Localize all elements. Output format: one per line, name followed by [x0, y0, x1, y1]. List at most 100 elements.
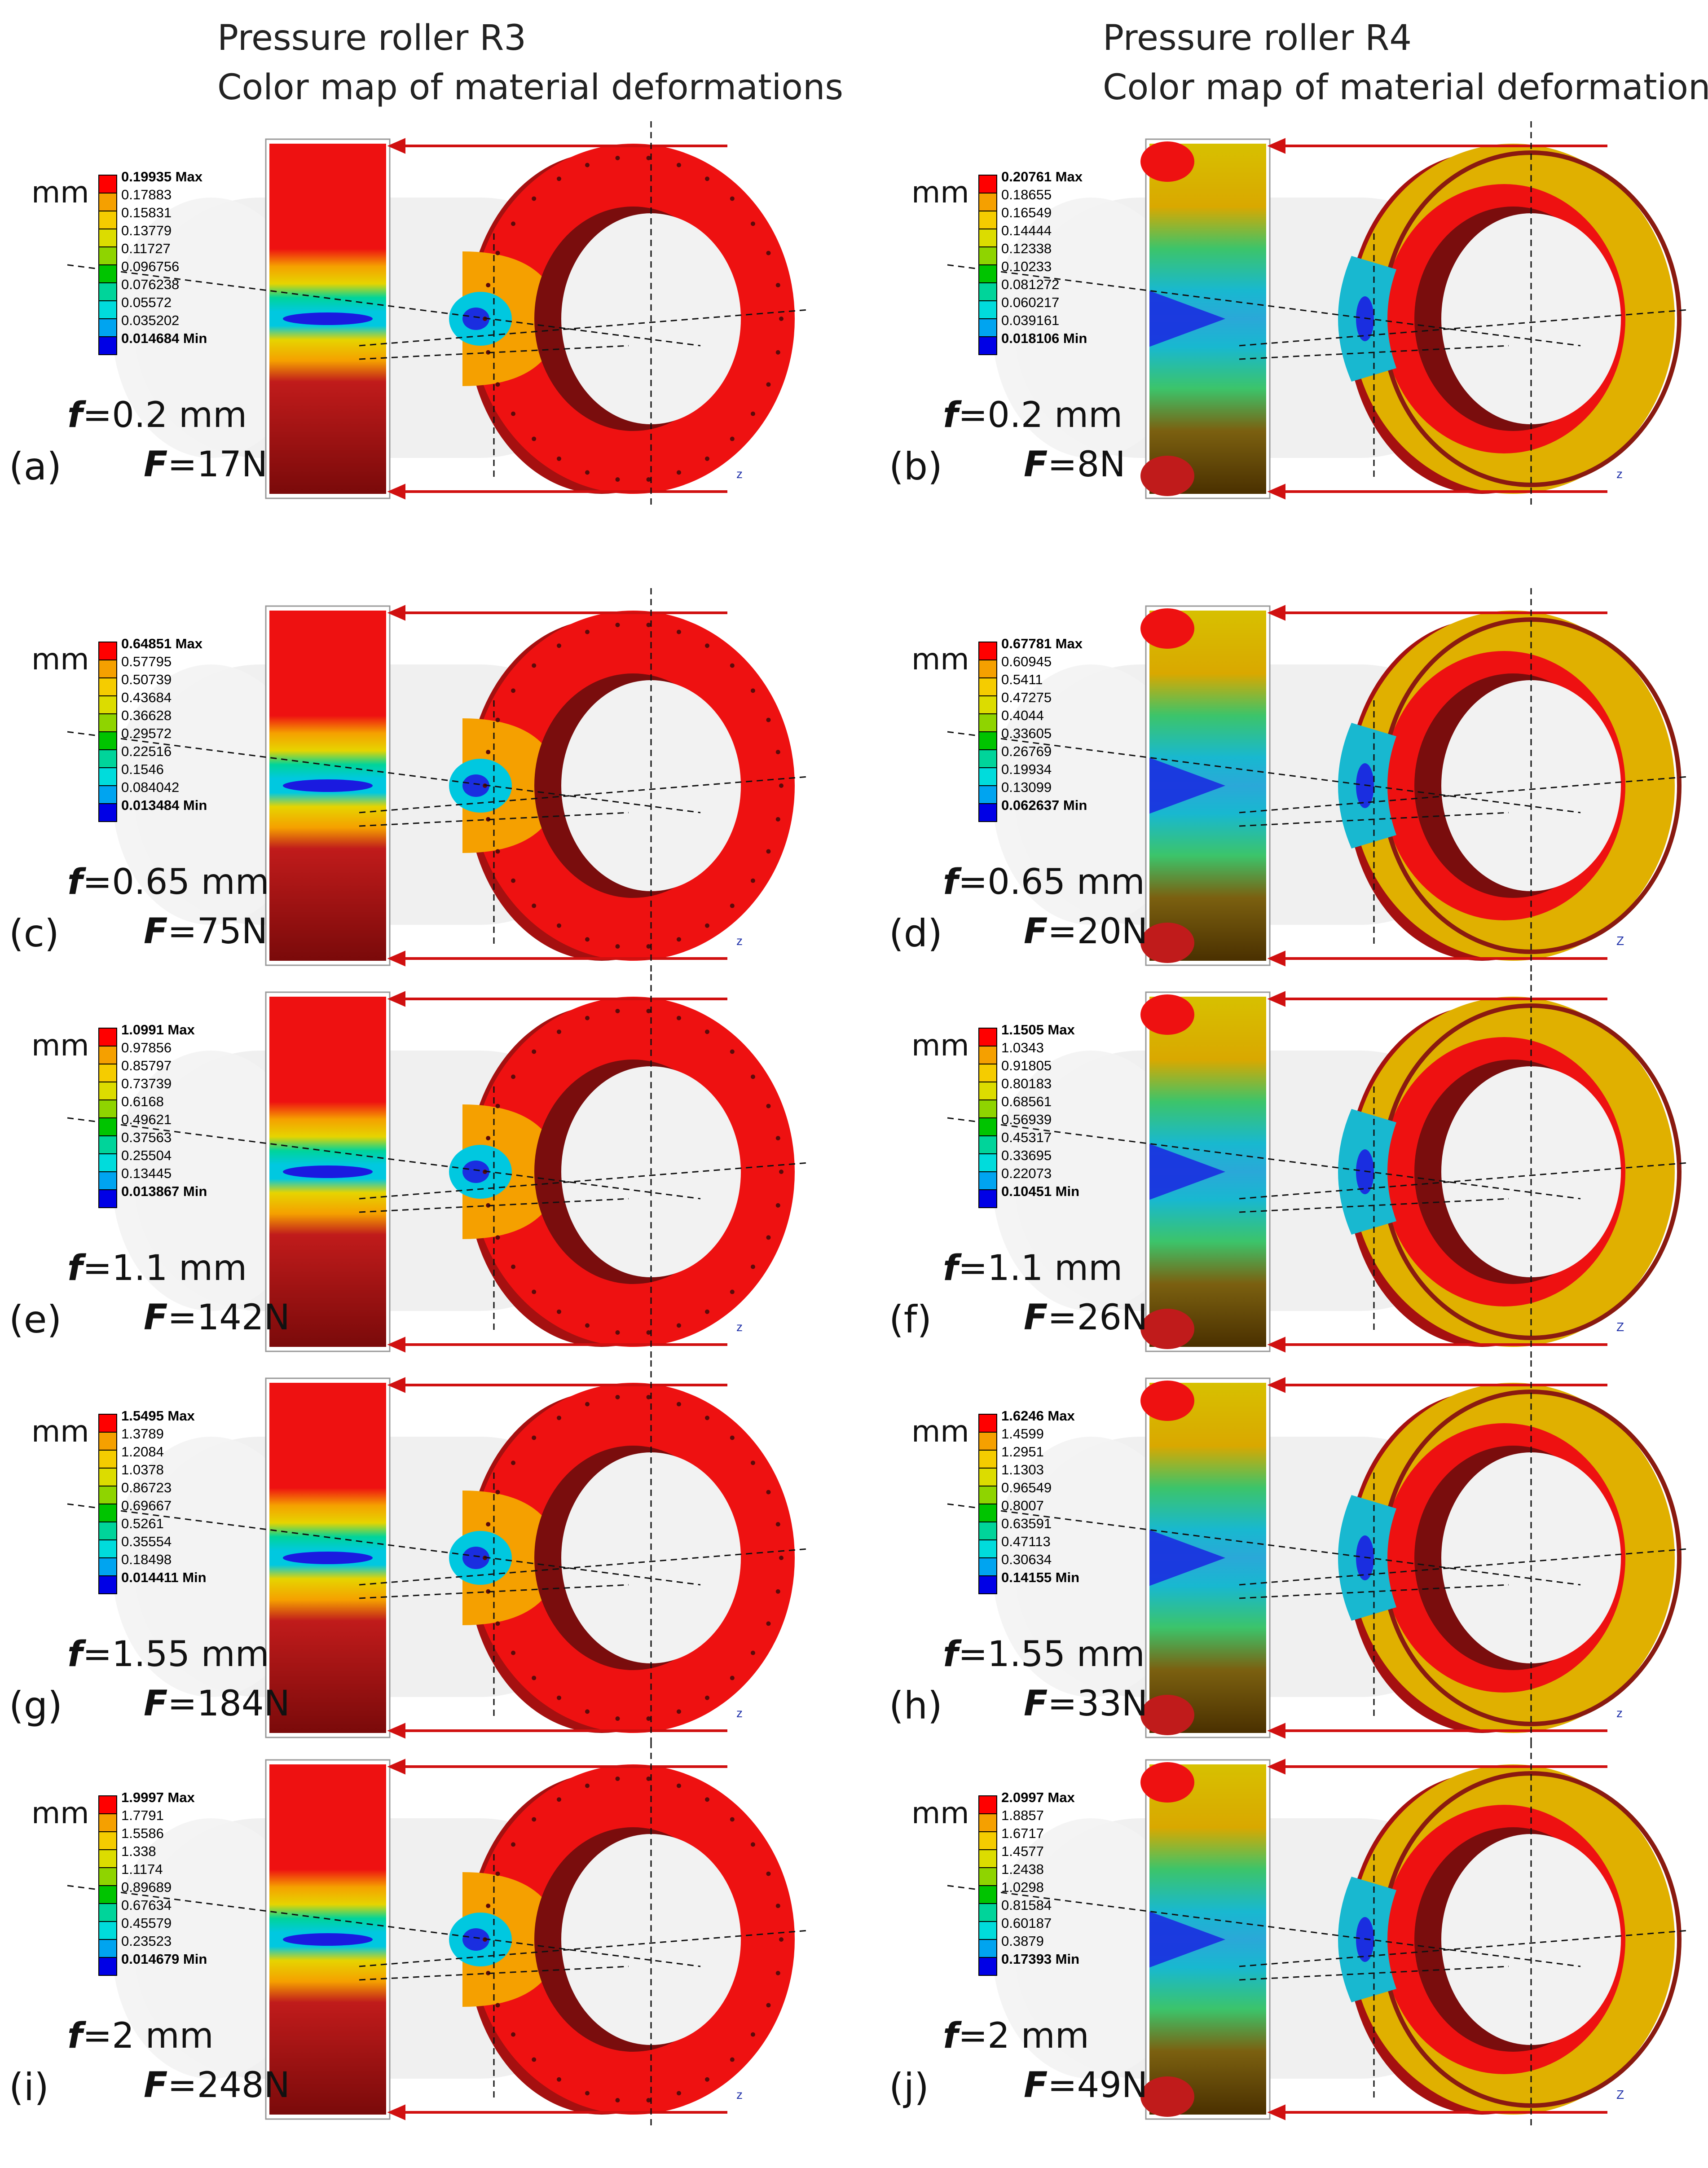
force-symbol: F: [144, 911, 168, 952]
diagonal-axis: [947, 1503, 1581, 1586]
scale-swatch: [978, 1575, 997, 1594]
bolt-hole: [766, 1104, 771, 1108]
horizontal-axis-2: [359, 345, 629, 360]
bolt-hole: [705, 1029, 709, 1034]
bolt-hole: [705, 2077, 709, 2082]
scale-value: 0.60187: [1001, 1915, 1052, 1931]
force-label: F=8N: [1024, 444, 1126, 485]
bolt-hole: [615, 1716, 620, 1721]
scale-value: 0.49621: [121, 1112, 172, 1127]
scale-swatch: [98, 1414, 117, 1433]
bolt-hole: [750, 1460, 755, 1465]
bolt-hole: [646, 1394, 651, 1399]
scale-swatch: [98, 336, 117, 355]
horizontal-axis-2: [1239, 345, 1509, 360]
scale-value: 0.47275: [1001, 690, 1052, 705]
scale-value: 0.47113: [1001, 1534, 1051, 1549]
bolt-hole: [615, 155, 620, 160]
contact-zone: [283, 1165, 373, 1178]
scale-value: 0.19935 Max: [121, 169, 202, 185]
stroke-label: f=1.55 mm: [943, 1634, 1145, 1675]
shaft-end: [112, 664, 310, 925]
horizontal-axis-2: [1239, 1584, 1509, 1599]
f-value: =2 mm: [82, 2016, 214, 2056]
scale-value: 1.4599: [1001, 1426, 1044, 1442]
force-value: =17N: [167, 444, 268, 485]
bolt-hole: [646, 1776, 651, 1781]
scale-value: 0.45317: [1001, 1130, 1052, 1145]
scale-swatch: [978, 642, 997, 660]
bolt-hole: [557, 1695, 561, 1700]
scale-value: 0.43684: [121, 690, 172, 705]
scale-value: 1.0343: [1001, 1040, 1044, 1055]
f-symbol: f: [943, 862, 958, 902]
scale-swatch: [98, 642, 117, 660]
force-value: =184N: [167, 1684, 290, 1724]
scale-swatch: [98, 1189, 117, 1208]
scale-value: 0.18655: [1001, 187, 1052, 202]
arrowhead-bottom: [387, 950, 405, 967]
force-value: =75N: [167, 911, 268, 952]
scale-value: 1.0378: [121, 1462, 164, 1478]
horizontal-axis-2: [359, 812, 629, 827]
scale-value: 0.17393 Min: [1001, 1951, 1080, 1967]
scale-swatch: [98, 175, 117, 193]
contact-spot: [462, 308, 489, 330]
bolt-hole: [775, 750, 780, 755]
horizontal-axis-2: [359, 1966, 629, 1981]
bolt-hole: [532, 196, 537, 201]
force-value: =33N: [1048, 1684, 1148, 1724]
deformation-figure: [947, 1360, 1689, 1746]
bolt-hole: [766, 251, 771, 255]
deformation-panel: 0.20761 Max 0.18655 0.16549 0.14444 0.12338 0…: [880, 121, 1706, 507]
scale-value: 0.68561: [1001, 1094, 1052, 1109]
bolt-hole: [532, 1817, 537, 1822]
scale-value: 0.50739: [121, 672, 172, 687]
unit-label: mm: [911, 1414, 969, 1449]
projection-arrows: [387, 605, 727, 967]
bolt-hole: [511, 1650, 516, 1655]
scale-value: 0.014684 Min: [121, 330, 207, 346]
bolt-hole: [495, 251, 500, 255]
force-value: =8N: [1048, 444, 1126, 485]
contact-spot: [462, 1928, 489, 1951]
scale-swatch: [978, 1539, 997, 1558]
scale-swatch: [978, 1557, 997, 1576]
bolt-hole: [557, 1416, 561, 1420]
shaft-end: [992, 1437, 1190, 1697]
scale-value: 0.26769: [1001, 743, 1052, 759]
unit-label: mm: [911, 1796, 969, 1830]
strip-top-hotspot: [1140, 1381, 1194, 1421]
diagonal-axis: [947, 731, 1581, 814]
bolt-hole: [775, 1136, 780, 1141]
scale-swatch: [98, 1171, 117, 1190]
scale-value: 1.4577: [1001, 1843, 1044, 1859]
bolt-hole: [511, 2032, 516, 2037]
unit-label: mm: [31, 175, 89, 210]
scale-value: 0.014411 Min: [121, 1570, 207, 1585]
stroke-label: f=1.1 mm: [67, 1248, 247, 1288]
bolt-hole: [750, 1074, 755, 1079]
scale-swatch: [98, 1575, 117, 1594]
contact-zone: [1149, 1530, 1225, 1586]
bolt-hole: [615, 1776, 620, 1781]
f-symbol: f: [67, 862, 83, 902]
bolt-hole: [779, 1556, 784, 1560]
bolt-hole: [557, 2077, 561, 2082]
bolt-hole: [511, 221, 516, 226]
scale-value: 1.1174: [121, 1861, 163, 1877]
bolt-hole: [646, 2098, 651, 2103]
bolt-hole: [486, 750, 491, 755]
bolt-hole: [775, 1203, 780, 1208]
bolt-hole: [615, 944, 620, 949]
strip-top-hotspot: [1140, 1762, 1194, 1803]
scale-value: 0.85797: [121, 1058, 172, 1073]
scale-value: 0.86723: [121, 1480, 172, 1495]
bolt-hole: [585, 1323, 590, 1328]
bolt-hole: [705, 643, 709, 648]
panel-letter: (a): [9, 444, 62, 488]
force-label: F=33N: [1024, 1684, 1148, 1724]
contact-zone: [1149, 290, 1225, 347]
scale-value: 0.22073: [1001, 1165, 1052, 1181]
scale-swatch: [978, 1189, 997, 1208]
